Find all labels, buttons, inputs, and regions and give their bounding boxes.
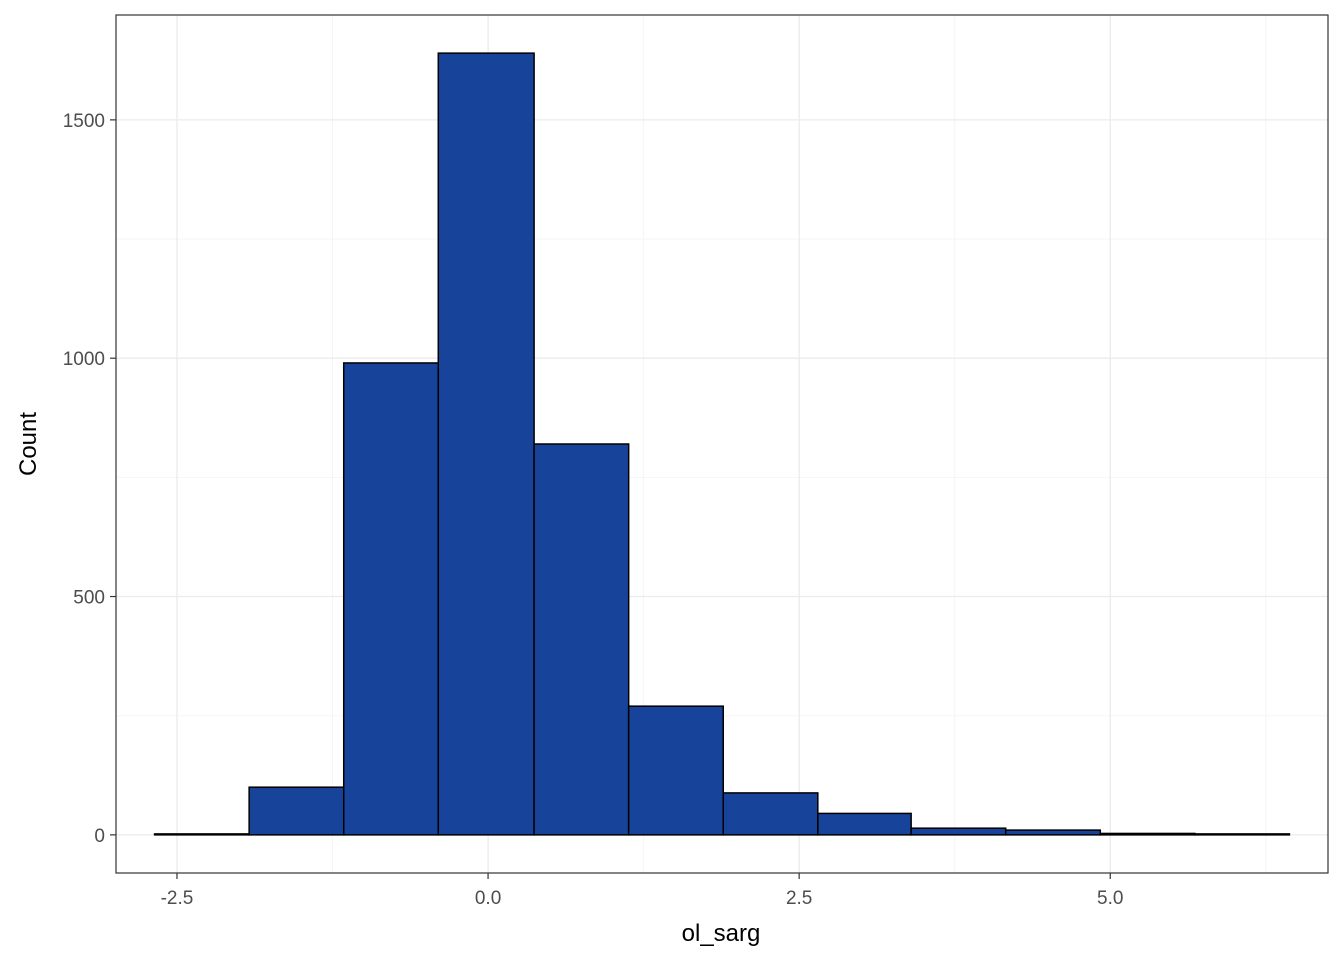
x-axis-title: ol_sarg [682, 920, 761, 947]
histogram-bar [627, 705, 724, 836]
histogram-bar [248, 786, 345, 836]
histogram-bar [817, 812, 912, 836]
histogram-bar [1004, 829, 1102, 836]
histogram-bar [342, 362, 440, 836]
x-tick-label: 5.0 [1097, 888, 1123, 909]
panel-border [115, 14, 1329, 874]
y-tick-label: 1000 [63, 349, 105, 370]
histogram-bar [1099, 832, 1196, 836]
histogram-bar [722, 792, 819, 836]
y-tick-label: 500 [73, 588, 105, 609]
histogram-bar [437, 52, 535, 836]
x-tick-label: 0.0 [475, 888, 501, 909]
x-tick-label: 2.5 [786, 888, 812, 909]
y-axis-title: Count [15, 412, 42, 476]
y-axis-ticks: 0 500 1000 1500 [63, 111, 116, 847]
histogram-bar [910, 827, 1007, 836]
histogram-bar [153, 833, 250, 836]
x-axis-ticks: -2.5 0.0 2.5 5.0 [161, 873, 1123, 909]
y-tick-label: 0 [94, 826, 105, 847]
x-tick-label: -2.5 [161, 888, 194, 909]
histogram-bar [1194, 833, 1291, 836]
y-tick-label: 1500 [63, 111, 105, 132]
histogram-bar [533, 443, 630, 836]
histogram-bars [153, 52, 1291, 836]
